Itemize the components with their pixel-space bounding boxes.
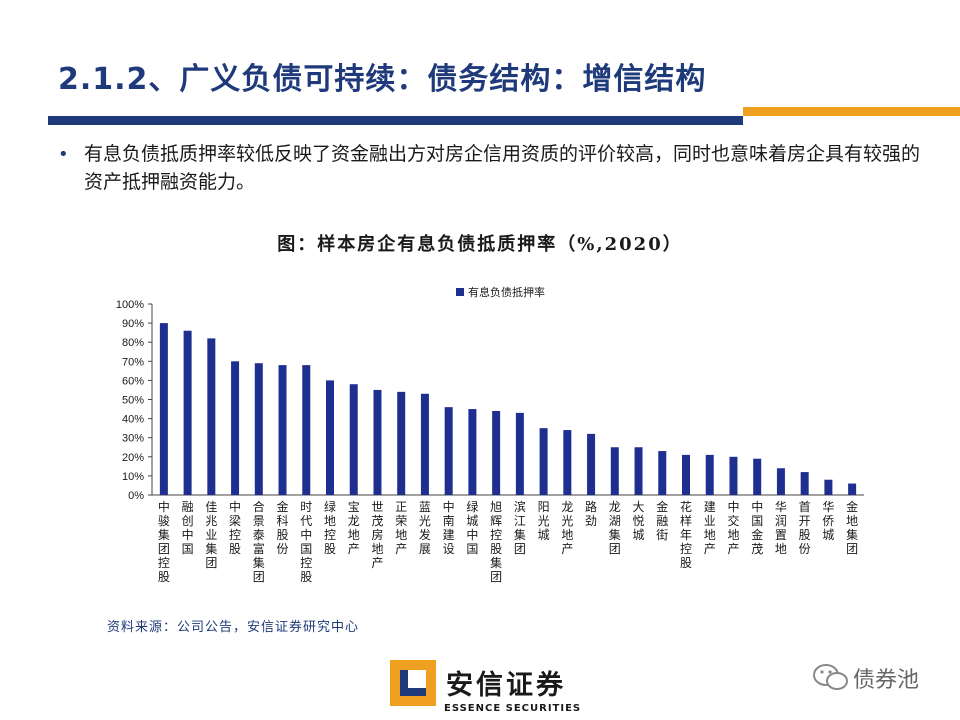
y-tick-label: 40% <box>122 414 144 426</box>
header-rule-navy <box>48 116 743 125</box>
y-tick-label: 0% <box>128 490 144 502</box>
bar <box>397 391 406 495</box>
x-tick-label: 绿城中国 <box>466 499 478 556</box>
bar <box>753 458 762 495</box>
x-tick-label: 旭辉控股集团 <box>490 500 502 584</box>
bar <box>183 330 192 495</box>
logo-name: 安信证券 <box>446 670 566 701</box>
source-note: 资料来源：公司公告，安信证券研究中心 <box>107 620 360 635</box>
x-tick-label: 宝龙地产 <box>348 500 360 556</box>
legend-label: 有息负债抵押率 <box>468 285 545 299</box>
bar <box>326 380 334 495</box>
bar <box>563 430 572 495</box>
wechat-icon <box>813 664 848 690</box>
bar <box>539 428 548 495</box>
bar <box>373 389 382 495</box>
y-tick-label: 100% <box>116 299 144 311</box>
bar <box>420 393 429 495</box>
x-tick-label: 华润置地 <box>775 500 787 556</box>
bar <box>587 433 596 495</box>
bar <box>515 412 524 495</box>
bar <box>468 409 477 495</box>
bar <box>824 479 833 495</box>
x-tick-label: 金地集团 <box>846 499 858 556</box>
bar <box>634 447 643 495</box>
bar <box>349 384 358 495</box>
y-tick-label: 70% <box>122 356 144 368</box>
bar-chart: 有息负债抵押率 0% 10% 20% 30% 40% 50% 60% 70% 80% 90% 100%… <box>116 285 864 584</box>
x-tick-label: 正荣地产 <box>395 500 407 556</box>
bar <box>682 454 690 495</box>
x-tick-label: 蓝光发展 <box>419 500 431 556</box>
x-tick-label: 金科股份 <box>277 499 289 556</box>
essence-logo-icon <box>390 660 436 706</box>
x-tick-label: 滨江集团 <box>514 499 526 556</box>
y-tick-label: 50% <box>122 395 144 407</box>
x-tick-label: 合景泰富集团 <box>253 499 265 584</box>
bar <box>444 407 453 495</box>
x-tick-label: 建业地产 <box>704 500 716 556</box>
x-tick-label: 中梁控股 <box>229 499 241 556</box>
x-tick-label: 中交地产 <box>727 499 739 556</box>
y-tick-label: 30% <box>122 433 144 445</box>
x-tick-label: 世茂房地产 <box>371 500 383 570</box>
bar <box>776 468 785 495</box>
bar <box>159 323 168 495</box>
y-tick-label: 90% <box>122 318 144 330</box>
x-tick-label: 大悦城 <box>633 500 645 542</box>
x-tick-label: 华侨城 <box>822 500 834 542</box>
x-tick-label: 花样年控股 <box>680 499 692 570</box>
x-tick-label: 中骏集团控股 <box>158 499 170 584</box>
x-tick-label: 路劲 <box>585 499 597 528</box>
page-title: 2.1.2、广义负债可持续：债务结构：增信结构 <box>58 62 707 97</box>
bar <box>231 361 240 495</box>
y-tick-label: 80% <box>122 337 144 349</box>
bar <box>492 410 501 495</box>
x-tick-label: 融创中国 <box>182 500 194 556</box>
header-rule-orange <box>743 107 960 116</box>
x-tick-label: 时代中国控股 <box>300 500 312 584</box>
y-tick-label: 60% <box>122 375 144 387</box>
x-tick-label: 中南建设 <box>443 499 455 556</box>
bar <box>302 365 311 495</box>
legend-swatch <box>456 288 464 296</box>
x-tick-label: 阳光城 <box>538 500 550 542</box>
bar <box>254 363 263 495</box>
x-tick-label: 龙光地产 <box>561 500 573 556</box>
x-tick-label: 绿地控股 <box>324 499 336 556</box>
bullet-marker: • <box>58 144 69 165</box>
x-tick-label: 佳兆业集团 <box>205 500 217 570</box>
bar <box>705 454 714 495</box>
bullet-text: 有息负债抵质押率较低反映了资金融出方对房企信用资质的评价较高，同时也意味着房企具… <box>84 143 921 193</box>
x-tick-label: 金融街 <box>656 499 668 542</box>
bar <box>278 365 287 495</box>
x-tick-label: 首开股份 <box>799 500 811 556</box>
bar <box>610 447 619 495</box>
x-tick-label: 中国金茂 <box>751 499 763 556</box>
x-tick-label: 龙湖集团 <box>609 500 621 556</box>
bar <box>658 451 667 495</box>
chart-title: 图：样本房企有息负债抵质押率（%,2020） <box>277 234 683 255</box>
bar <box>848 483 857 495</box>
watermark-text: 债券池 <box>853 668 920 693</box>
y-tick-label: 20% <box>122 452 144 464</box>
bar <box>800 472 809 495</box>
y-tick-label: 10% <box>122 471 144 483</box>
logo-subtitle: ESSENCE SECURITIES <box>444 703 582 714</box>
bar <box>729 456 738 495</box>
bar <box>207 338 216 495</box>
